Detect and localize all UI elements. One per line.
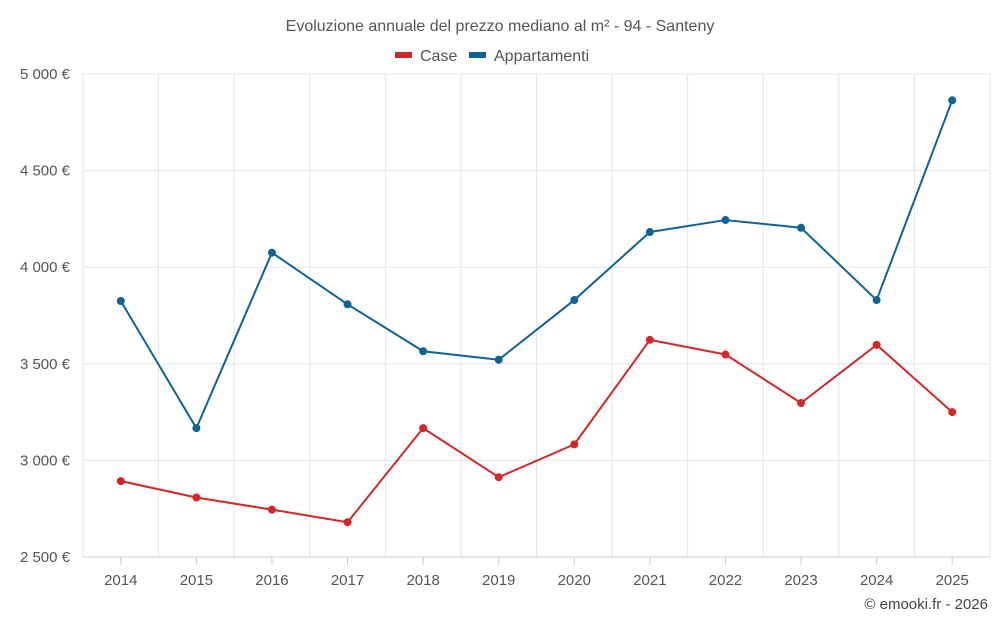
- data-point-case[interactable]: [343, 518, 352, 527]
- legend-label-case[interactable]: Case: [420, 48, 457, 65]
- y-axis: 2 500 € 3 000 € 3 500 € 4 000 € 4 500 € 5 000…: [20, 66, 71, 566]
- legend: Case Appartamenti: [395, 48, 589, 65]
- x-tick-label: 2024: [860, 572, 893, 589]
- data-point-appartamenti[interactable]: [948, 96, 957, 105]
- y-tick-label: 3 000 €: [20, 452, 71, 469]
- y-tick-label: 4 000 €: [20, 259, 71, 276]
- x-tick-label: 2021: [633, 572, 666, 589]
- data-point-case[interactable]: [570, 440, 579, 449]
- data-point-appartamenti[interactable]: [116, 297, 125, 306]
- series-group: [116, 96, 957, 527]
- data-point-case[interactable]: [797, 399, 806, 408]
- y-tick-label: 2 500 €: [20, 549, 71, 566]
- legend-swatch-case: [395, 52, 412, 58]
- data-point-case[interactable]: [645, 335, 654, 344]
- y-tick-label: 5 000 €: [20, 66, 71, 83]
- data-point-case[interactable]: [721, 350, 730, 359]
- data-point-appartamenti[interactable]: [797, 223, 806, 232]
- x-axis: 2014 2015 2016 2017 2018 2019 2020 2021 2022 2023…: [83, 556, 990, 589]
- data-point-appartamenti[interactable]: [267, 248, 276, 257]
- data-point-case[interactable]: [494, 473, 503, 482]
- legend-swatch-appartamenti: [469, 52, 486, 58]
- credit-text: © emooki.fr - 2026: [864, 596, 988, 613]
- series-line-appartamenti: [119, 99, 954, 430]
- data-point-appartamenti[interactable]: [419, 347, 428, 356]
- x-tick-label: 2025: [936, 572, 969, 589]
- data-point-appartamenti[interactable]: [494, 355, 503, 364]
- data-point-appartamenti[interactable]: [192, 424, 201, 433]
- x-tick-label: 2014: [104, 572, 137, 589]
- series-line-case: [120, 338, 953, 524]
- data-point-case[interactable]: [116, 477, 125, 486]
- data-point-case[interactable]: [872, 340, 881, 349]
- data-point-case[interactable]: [267, 505, 276, 514]
- y-tick-label: 3 500 €: [20, 356, 71, 373]
- data-point-case[interactable]: [948, 408, 957, 417]
- data-point-appartamenti[interactable]: [872, 296, 881, 305]
- legend-label-appartamenti[interactable]: Appartamenti: [494, 48, 589, 65]
- x-tick-label: 2019: [482, 572, 515, 589]
- x-tick-label: 2022: [709, 572, 742, 589]
- x-tick-label: 2016: [255, 572, 288, 589]
- x-tick-label: 2020: [558, 572, 591, 589]
- x-tick-label: 2018: [406, 572, 439, 589]
- data-point-appartamenti[interactable]: [343, 300, 352, 309]
- y-tick-label: 4 500 €: [20, 163, 71, 180]
- data-point-appartamenti[interactable]: [645, 228, 654, 237]
- x-tick-label: 2023: [784, 572, 817, 589]
- data-point-case[interactable]: [419, 424, 428, 433]
- data-point-case[interactable]: [192, 493, 201, 502]
- x-tick-label: 2017: [331, 572, 364, 589]
- grid: [82, 73, 991, 558]
- data-point-appartamenti[interactable]: [570, 296, 579, 305]
- x-tick-label: 2015: [180, 572, 213, 589]
- data-point-appartamenti[interactable]: [721, 216, 730, 225]
- chart-title: Evoluzione annuale del prezzo mediano al…: [286, 18, 715, 35]
